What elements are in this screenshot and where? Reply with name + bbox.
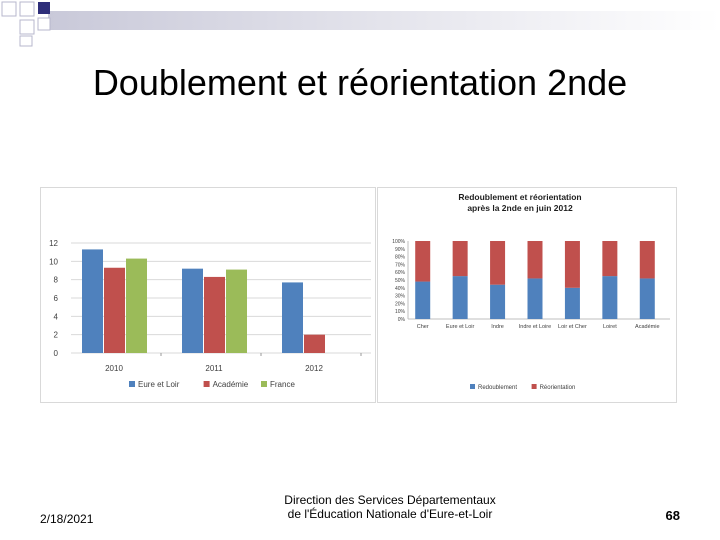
bar: [104, 267, 125, 353]
y-tick-label: 2: [54, 331, 59, 340]
y-tick-label: 0: [54, 349, 59, 358]
bar: [304, 334, 325, 353]
grouped-bar-chart: 0 2 4 6 8 10 12 2010 2011 2012 Eure et Loir Académi…: [40, 187, 376, 403]
y-tick-label: 12: [49, 239, 58, 248]
legend-label: Redoublement: [478, 385, 517, 391]
legend-swatch: [531, 384, 537, 389]
stacked-bar-segment: [490, 284, 506, 319]
y-tick-label: 0%: [398, 317, 406, 323]
legend-label: Réorientation: [540, 385, 576, 391]
bar: [126, 258, 147, 353]
stacked-bar-segment: [415, 281, 431, 319]
stacked-bar-chart: Redoublement et réorientation après la 2n…: [377, 187, 677, 403]
stacked-bar-segment: [564, 241, 580, 288]
x-tick-label: Cher: [417, 324, 429, 330]
y-tick-label: 10: [49, 257, 58, 266]
slide-title: Doublement et réorientation 2nde: [92, 62, 628, 103]
y-tick-label: 40%: [395, 286, 406, 292]
x-tick-label: Indre: [491, 324, 504, 330]
stacked-bar-segment: [527, 241, 543, 279]
stacked-bar-segment: [490, 241, 506, 285]
legend-swatch: [470, 384, 475, 389]
legend-label: Eure et Loir: [138, 380, 180, 389]
footer-line-2: de l'Éducation Nationale d'Eure-et-Loir: [287, 507, 493, 521]
bar: [204, 276, 225, 353]
stacked-bar-segment: [639, 241, 655, 279]
y-tick-label: 8: [54, 276, 59, 285]
bar: [282, 282, 303, 353]
y-tick-label: 70%: [395, 262, 406, 268]
y-tick-label: 20%: [395, 301, 406, 307]
bar: [82, 249, 103, 353]
x-tick-label: Loir et Cher: [558, 324, 587, 330]
x-tick-label: 2012: [305, 364, 323, 373]
stacked-bar-segment: [564, 287, 580, 319]
legend-swatch: [203, 381, 210, 387]
y-tick-label: 30%: [395, 294, 406, 300]
footer-line-1: Direction des Services Départementaux: [284, 493, 496, 507]
y-tick-label: 4: [54, 312, 59, 321]
footer-date: 2/18/2021: [40, 512, 94, 526]
legend-label: France: [270, 380, 295, 389]
stacked-bar-segment: [602, 241, 618, 277]
chart-title-line-2: après la 2nde en juin 2012: [467, 203, 573, 213]
legend-label: Académie: [213, 380, 249, 389]
bar: [182, 268, 203, 353]
y-tick-label: 90%: [395, 247, 406, 253]
y-tick-label: 60%: [395, 270, 406, 276]
bar: [226, 269, 247, 353]
y-tick-label: 80%: [395, 255, 406, 261]
page-number: 68: [665, 508, 680, 523]
x-tick-label: Loiret: [603, 324, 617, 330]
stacked-bar-segment: [527, 278, 543, 319]
header-decoration: [1, 1, 720, 47]
stacked-bar-segment: [452, 276, 468, 319]
stacked-bar-segment: [415, 241, 431, 282]
x-tick-label: 2011: [205, 364, 223, 373]
stacked-bar-segment: [639, 278, 655, 319]
legend-swatch: [129, 381, 135, 387]
x-tick-label: 2010: [105, 364, 123, 373]
stacked-bar-segment: [452, 241, 468, 277]
x-tick-label: Eure et Loir: [446, 324, 475, 330]
footer-organization: Direction des Services Départementaux de…: [230, 493, 550, 521]
x-tick-label: Académie: [635, 324, 659, 330]
x-tick-label: Indre et Loire: [519, 324, 551, 330]
y-tick-label: 10%: [395, 309, 406, 315]
grouped-bar-chart-svg: 0 2 4 6 8 10 12 2010 2011 2012 Eure et Loir Académi…: [49, 239, 371, 389]
legend-swatch: [261, 381, 267, 387]
y-tick-label: 100%: [392, 239, 405, 245]
chart-title-line-1: Redoublement et réorientation: [458, 192, 581, 202]
y-tick-label: 6: [54, 294, 59, 303]
stacked-bar-segment: [602, 276, 618, 319]
y-tick-label: 50%: [395, 278, 406, 284]
